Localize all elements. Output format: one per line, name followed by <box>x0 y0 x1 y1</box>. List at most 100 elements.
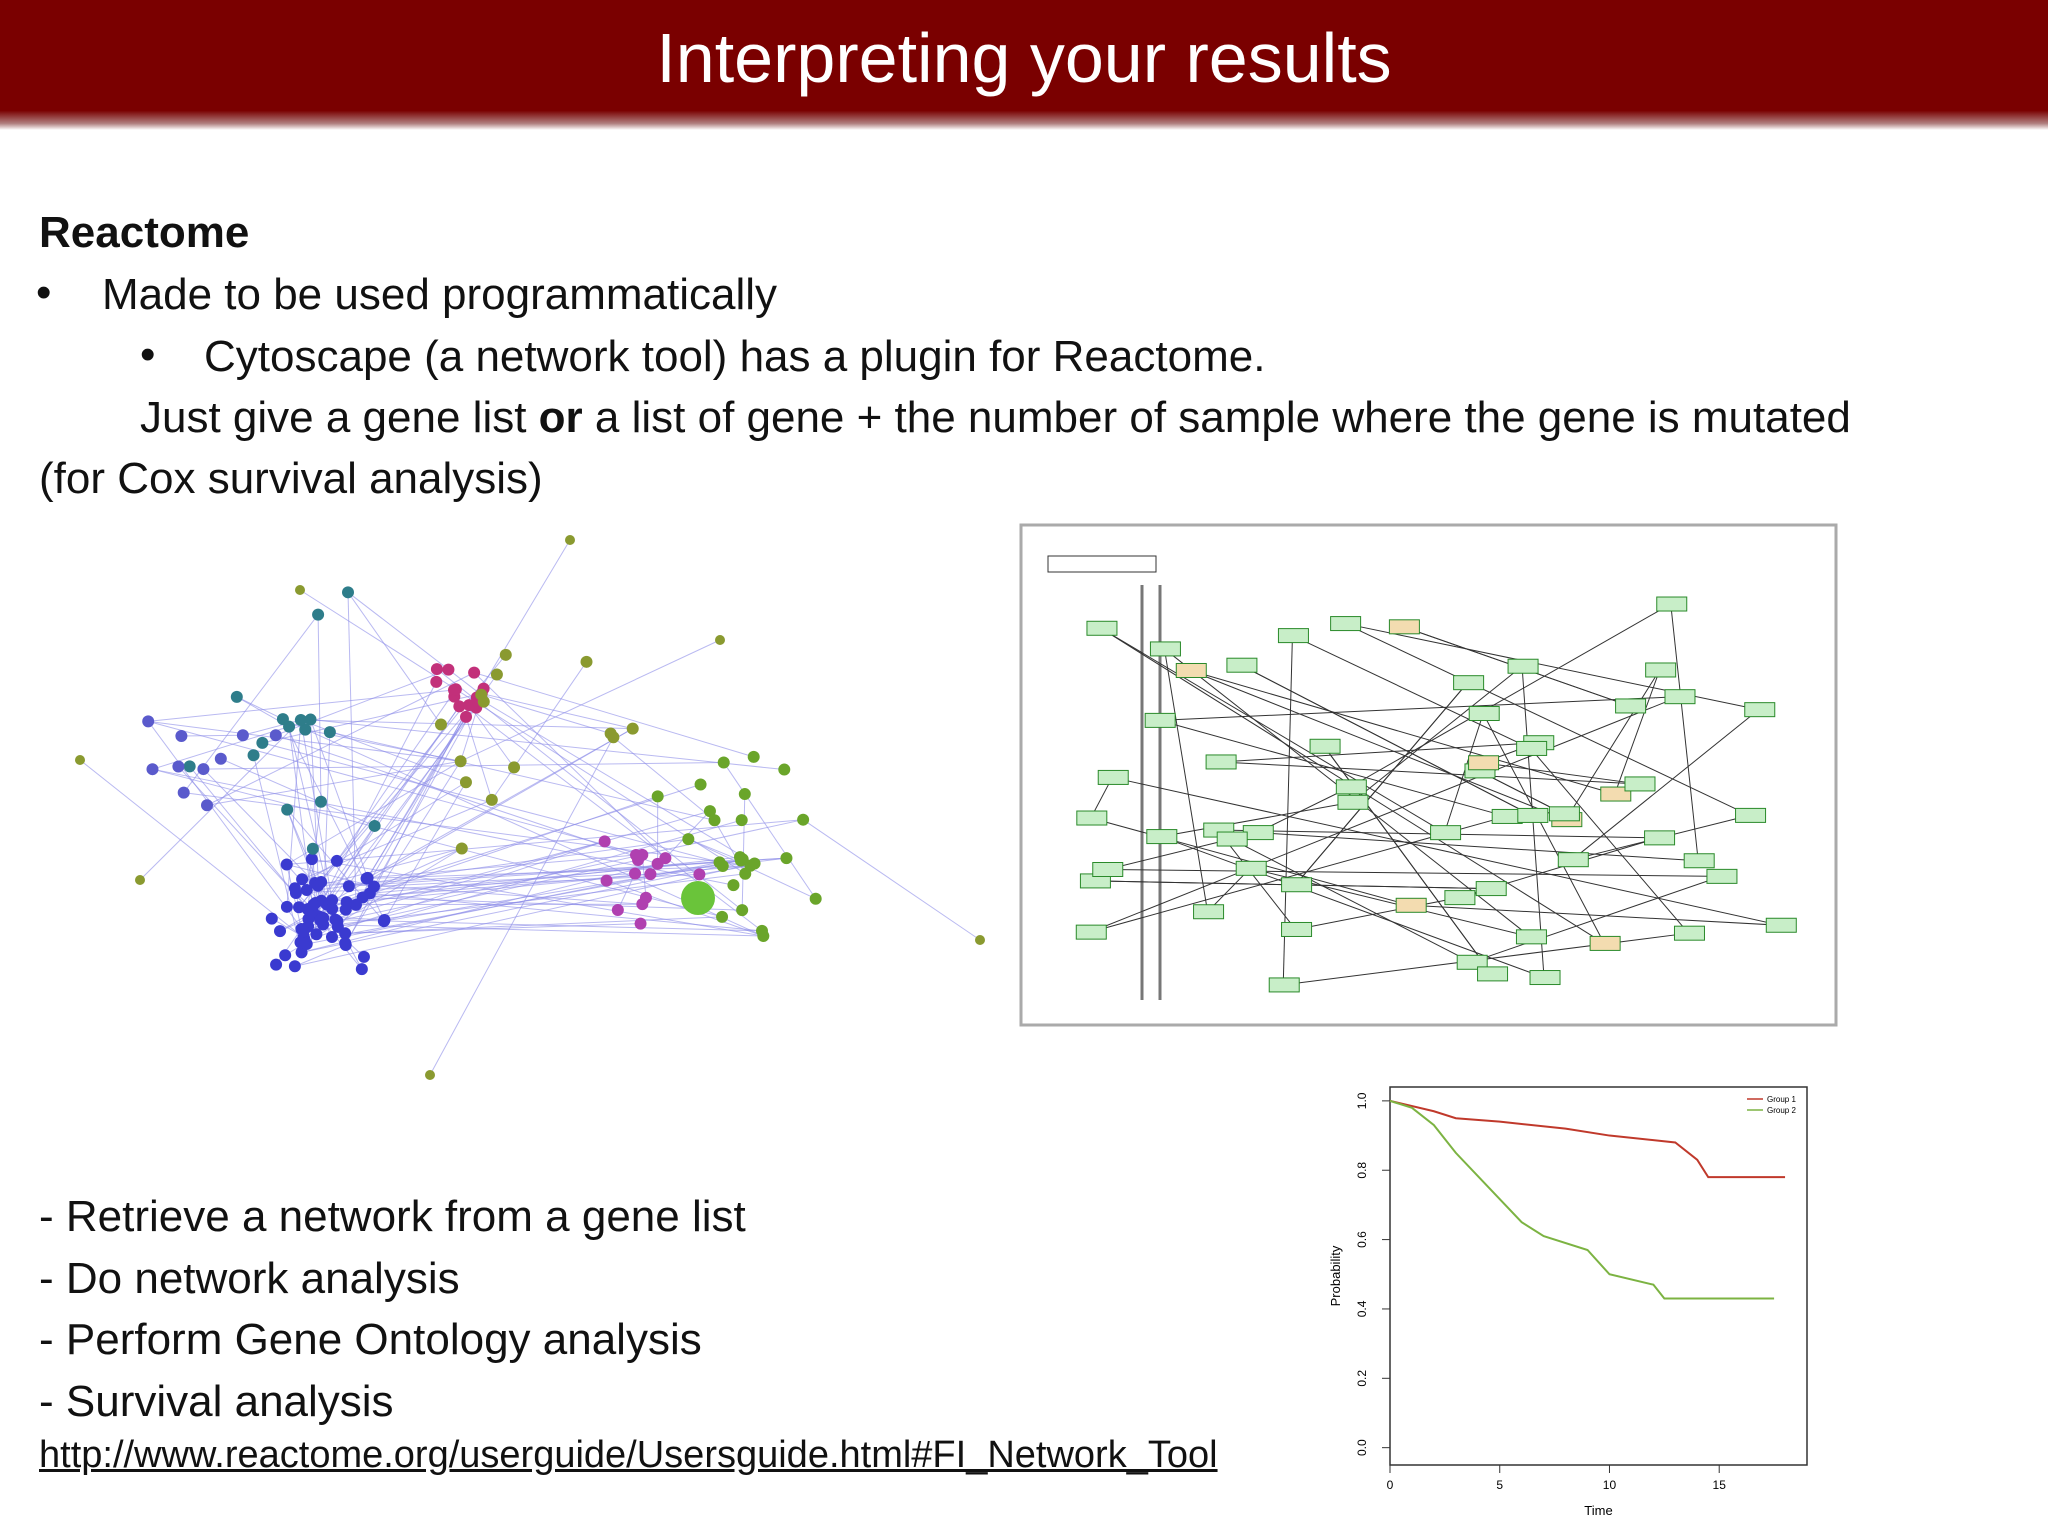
network-edge <box>306 861 720 945</box>
pathway-node <box>1456 954 1488 970</box>
network-node <box>349 898 362 911</box>
network-edge <box>362 897 743 911</box>
network-node <box>644 868 657 881</box>
network-edge <box>373 873 636 887</box>
pathway-arrow <box>1458 837 1659 899</box>
pathway-node <box>1216 831 1248 847</box>
pathway-node <box>1268 977 1300 993</box>
network-node <box>708 814 721 827</box>
network-node <box>459 776 472 789</box>
pathway-arrow <box>1572 814 1750 861</box>
network-node <box>323 726 336 739</box>
network-node <box>247 749 260 762</box>
pathway-arrow <box>1112 776 1781 926</box>
network-edge <box>741 794 746 911</box>
pathway-node <box>1683 853 1715 869</box>
text: a list of gene + the number of sample wh… <box>582 393 1851 442</box>
pathway-arrow <box>1230 838 1472 963</box>
network-node <box>611 903 624 916</box>
network-edge <box>345 923 641 934</box>
pathway-node <box>1395 897 1427 913</box>
pathway-node <box>1589 935 1621 951</box>
network-node <box>604 727 617 740</box>
network-edge <box>307 784 701 910</box>
network-edge <box>271 918 304 938</box>
network-edge <box>178 766 324 925</box>
network-node <box>490 668 503 681</box>
pathway-arrow <box>1220 761 1640 785</box>
network-edge <box>613 736 715 821</box>
network-node <box>651 790 664 803</box>
pathway-arrow <box>1614 669 1661 795</box>
network-node <box>340 896 353 909</box>
network-node <box>270 958 283 971</box>
network-edge <box>189 766 309 910</box>
network-node <box>299 723 312 736</box>
pathway-node <box>1453 675 1485 691</box>
network-edge <box>147 721 304 932</box>
network-node <box>629 867 642 880</box>
pathway-node <box>1175 662 1207 678</box>
network-node <box>309 897 322 910</box>
heading: Reactome <box>39 208 250 257</box>
network-edge <box>279 728 633 932</box>
x-tick-label: 0 <box>1387 1478 1394 1492</box>
network-node <box>626 722 639 735</box>
network-node <box>634 917 647 930</box>
network-edge <box>606 880 764 937</box>
pathway-arrow <box>1100 627 1605 944</box>
network-node <box>715 635 725 645</box>
pathway-arrow <box>1571 709 1760 861</box>
y-axis-label: Probability <box>1328 1245 1343 1306</box>
pathway-node <box>1615 698 1647 714</box>
network-edge <box>318 915 385 921</box>
network-edge <box>294 862 755 967</box>
paragraph: Just give a gene list or a list of gene … <box>140 393 1851 443</box>
network-edge <box>318 840 605 917</box>
network-edge <box>362 865 751 898</box>
network-edge <box>307 899 333 910</box>
network-edge <box>366 728 633 879</box>
pathway-arrow <box>1159 696 1680 721</box>
network-node <box>295 585 305 595</box>
network-edge <box>236 696 290 728</box>
network-node <box>339 927 352 940</box>
network-edge <box>347 591 482 696</box>
pathway-arrow <box>1530 748 1689 934</box>
pathway-arrow <box>1282 635 1293 985</box>
network-edge <box>429 737 614 1076</box>
pathway-node <box>1468 755 1500 771</box>
network-edge <box>286 809 322 901</box>
network-node <box>713 856 726 869</box>
network-node <box>331 915 344 928</box>
network-edge <box>300 681 437 943</box>
network-edge <box>301 879 333 938</box>
network-edge <box>139 719 302 881</box>
pathway-node <box>1475 881 1507 897</box>
pathway-node <box>1517 807 1549 823</box>
link[interactable]: http://www.reactome.org/userguide/Usersg… <box>39 1434 1218 1476</box>
pathway-arrow <box>1295 682 1468 886</box>
pathway-arrow <box>1323 745 1492 975</box>
network-edge <box>326 904 363 970</box>
x-tick-label: 10 <box>1603 1478 1617 1492</box>
network-node <box>727 879 740 892</box>
network-node <box>177 786 190 799</box>
network-node <box>682 833 695 846</box>
network-node <box>448 690 461 703</box>
network-edge <box>282 718 764 937</box>
network-edge <box>331 904 357 938</box>
network-node <box>780 852 793 865</box>
network-edge <box>295 892 300 908</box>
network-edge <box>383 819 742 922</box>
network-edge <box>183 614 319 793</box>
network-edge <box>347 592 442 725</box>
network-edge <box>314 882 321 921</box>
network-node <box>475 688 488 701</box>
network-node <box>314 795 327 808</box>
network-node <box>304 713 317 726</box>
pathway-node <box>1242 825 1274 841</box>
network-node <box>361 871 374 884</box>
network-node <box>659 852 672 865</box>
